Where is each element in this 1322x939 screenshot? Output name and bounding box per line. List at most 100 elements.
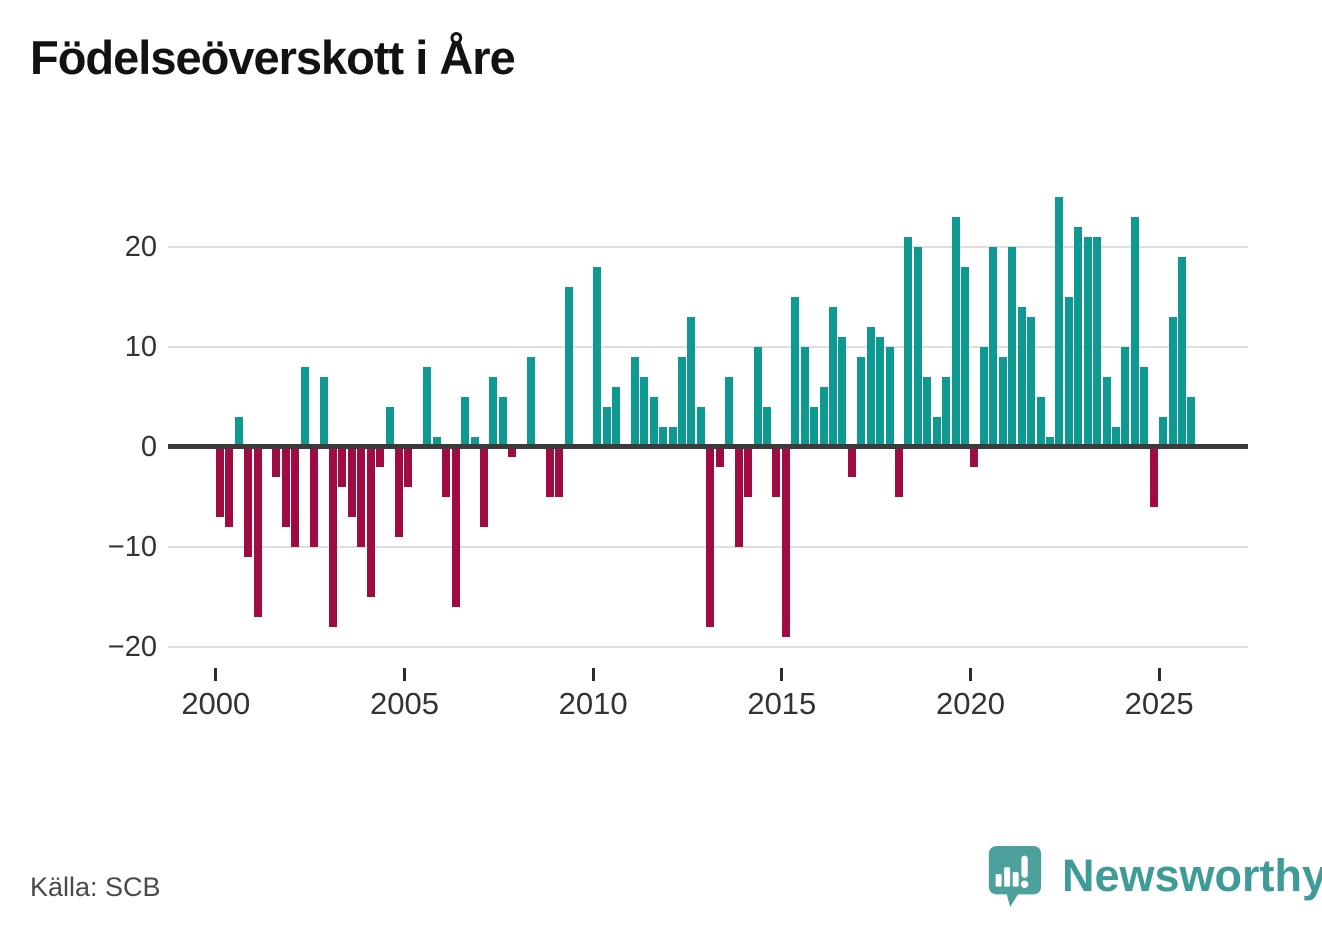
bar-positive — [904, 237, 913, 447]
bar-positive — [885, 347, 894, 447]
bar-negative — [244, 447, 253, 557]
bar-negative — [395, 447, 404, 537]
source-label: Källa: SCB — [30, 872, 161, 902]
bar-positive — [819, 387, 828, 447]
x-tick-mark — [1157, 668, 1161, 681]
bar-positive — [1178, 257, 1187, 447]
x-tick-label: 2025 — [1124, 686, 1194, 721]
bar-positive — [1121, 347, 1130, 447]
bar-positive — [1027, 317, 1036, 447]
y-tick-label: −10 — [107, 531, 157, 563]
bar-positive — [800, 347, 809, 447]
bar-positive — [913, 247, 922, 447]
gridline — [168, 646, 1248, 648]
bar-positive — [1168, 317, 1177, 447]
x-tick-label: 2015 — [747, 686, 817, 721]
bar-negative — [1149, 447, 1158, 507]
bar-positive — [498, 397, 507, 447]
bar-positive — [678, 357, 687, 447]
bar-positive — [1036, 397, 1045, 447]
bar-positive — [593, 267, 602, 447]
bar-positive — [1045, 437, 1054, 447]
bar-negative — [215, 447, 224, 517]
bar-negative — [253, 447, 262, 617]
brand-name: Newsworthy — [1062, 850, 1322, 901]
x-tick-label: 2000 — [181, 686, 251, 721]
bar-negative — [508, 447, 517, 457]
bar-positive — [696, 407, 705, 447]
bar-positive — [857, 357, 866, 447]
bar-positive — [668, 427, 677, 447]
bar-negative — [347, 447, 356, 517]
bar-negative — [357, 447, 366, 547]
bar-positive — [753, 347, 762, 447]
bar-positive — [1083, 237, 1092, 447]
bar-negative — [734, 447, 743, 547]
x-tick-mark — [214, 668, 218, 681]
bar-negative — [225, 447, 234, 527]
y-tick-label: 0 — [140, 431, 157, 463]
bar-negative — [442, 447, 451, 497]
bar-positive — [1187, 397, 1196, 447]
bar-positive — [838, 337, 847, 447]
gridline — [168, 346, 1248, 348]
bar-negative — [847, 447, 856, 477]
y-tick-label: −20 — [107, 631, 157, 663]
bar-negative — [272, 447, 281, 477]
bar-positive — [564, 287, 573, 447]
bar-positive — [1159, 417, 1168, 447]
zero-axis-line — [168, 444, 1248, 449]
chart-title: Födelseöverskott i Åre — [30, 31, 516, 84]
bar-positive — [640, 377, 649, 447]
bar-negative — [744, 447, 753, 497]
bar-positive — [649, 397, 658, 447]
bar-positive — [385, 407, 394, 447]
x-tick-mark — [402, 668, 406, 681]
bar-negative — [715, 447, 724, 467]
bar-positive — [432, 437, 441, 447]
bar-positive — [687, 317, 696, 447]
bar-positive — [319, 377, 328, 447]
bar-positive — [1140, 367, 1149, 447]
bar-negative — [291, 447, 300, 547]
bar-positive — [612, 387, 620, 447]
bar-positive — [762, 407, 771, 447]
bar-positive — [1064, 297, 1073, 447]
bar-negative — [479, 447, 488, 527]
x-tick-mark — [591, 668, 595, 681]
bar-negative — [329, 447, 337, 627]
bar-positive — [423, 367, 432, 447]
bar-positive — [300, 367, 309, 447]
bar-positive — [866, 327, 875, 447]
bar-negative — [281, 447, 290, 527]
bar-positive — [961, 267, 970, 447]
bar-positive — [470, 437, 479, 447]
bar-positive — [234, 417, 243, 447]
bar-negative — [772, 447, 781, 497]
bar-negative — [366, 447, 375, 597]
bar-positive — [989, 247, 998, 447]
bar-negative — [555, 447, 564, 497]
newsworthy-logo-icon — [988, 845, 1042, 907]
bar-negative — [970, 447, 979, 467]
bar-positive — [1130, 217, 1139, 447]
bar-positive — [489, 377, 498, 447]
x-tick-label: 2020 — [936, 686, 1005, 721]
x-tick-label: 2005 — [369, 686, 439, 721]
bar-positive — [1093, 237, 1102, 447]
bar-positive — [791, 297, 800, 447]
bar-negative — [310, 447, 319, 547]
bar-positive — [1055, 197, 1064, 447]
bar-positive — [932, 417, 941, 447]
bar-positive — [942, 377, 951, 447]
bar-positive — [659, 427, 668, 447]
bar-positive — [828, 307, 837, 447]
bar-positive — [1102, 377, 1111, 447]
bar-negative — [338, 447, 347, 487]
y-tick-label: 10 — [124, 331, 157, 363]
bar-positive — [461, 397, 470, 447]
bar-positive — [951, 217, 960, 447]
bar-negative — [404, 447, 413, 487]
